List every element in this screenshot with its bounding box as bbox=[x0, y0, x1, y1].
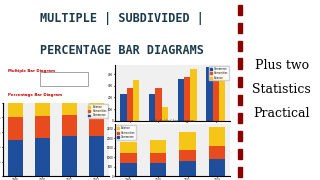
Bar bbox=[150, 163, 166, 176]
Bar bbox=[212, 79, 219, 121]
Bar bbox=[180, 132, 196, 150]
Bar bbox=[62, 103, 77, 115]
Legend: Commerce, Humanities, Science: Commerce, Humanities, Science bbox=[209, 66, 229, 80]
Bar bbox=[35, 103, 50, 116]
Bar bbox=[155, 88, 162, 121]
Bar bbox=[209, 146, 225, 159]
Bar bbox=[206, 68, 212, 121]
Bar bbox=[127, 88, 133, 121]
Bar bbox=[8, 103, 23, 117]
Text: PERCENTAGE BAR DIAGRAMS: PERCENTAGE BAR DIAGRAMS bbox=[40, 44, 204, 57]
Bar bbox=[219, 72, 225, 121]
Bar bbox=[120, 163, 137, 176]
Text: Multiple Bar Diagram: Multiple Bar Diagram bbox=[9, 69, 56, 73]
Bar bbox=[149, 94, 155, 121]
Bar bbox=[8, 140, 23, 176]
Text: Percentage Bar Diagram: Percentage Bar Diagram bbox=[9, 93, 63, 97]
Bar bbox=[150, 154, 166, 163]
Title: sub divided bar diagram: sub divided bar diagram bbox=[151, 119, 195, 123]
FancyBboxPatch shape bbox=[40, 72, 88, 86]
Text: Plus two: Plus two bbox=[254, 59, 309, 72]
Bar bbox=[209, 127, 225, 146]
Bar bbox=[35, 116, 50, 138]
Bar bbox=[89, 116, 104, 136]
Bar bbox=[120, 154, 137, 163]
Bar bbox=[209, 159, 225, 176]
Text: Statistics: Statistics bbox=[252, 83, 311, 96]
Bar bbox=[150, 140, 166, 154]
Bar bbox=[62, 115, 77, 136]
Bar bbox=[133, 80, 139, 121]
Text: MULTIPLE | SUBDIVIDED |: MULTIPLE | SUBDIVIDED | bbox=[40, 12, 204, 25]
Bar bbox=[89, 103, 104, 116]
Bar bbox=[35, 138, 50, 176]
Bar bbox=[178, 79, 184, 121]
Bar bbox=[120, 94, 127, 121]
Bar bbox=[180, 150, 196, 161]
Bar bbox=[89, 136, 104, 176]
Bar bbox=[180, 161, 196, 176]
Bar bbox=[190, 69, 196, 121]
Legend: Science, Humanities, Commerce: Science, Humanities, Commerce bbox=[88, 104, 108, 118]
Legend: Science, Humanities, Commerce: Science, Humanities, Commerce bbox=[116, 125, 136, 140]
Bar bbox=[120, 142, 137, 154]
Bar bbox=[8, 117, 23, 140]
Bar bbox=[162, 107, 168, 121]
Text: Practical: Practical bbox=[253, 107, 310, 120]
Bar bbox=[184, 77, 190, 121]
Bar bbox=[62, 136, 77, 176]
